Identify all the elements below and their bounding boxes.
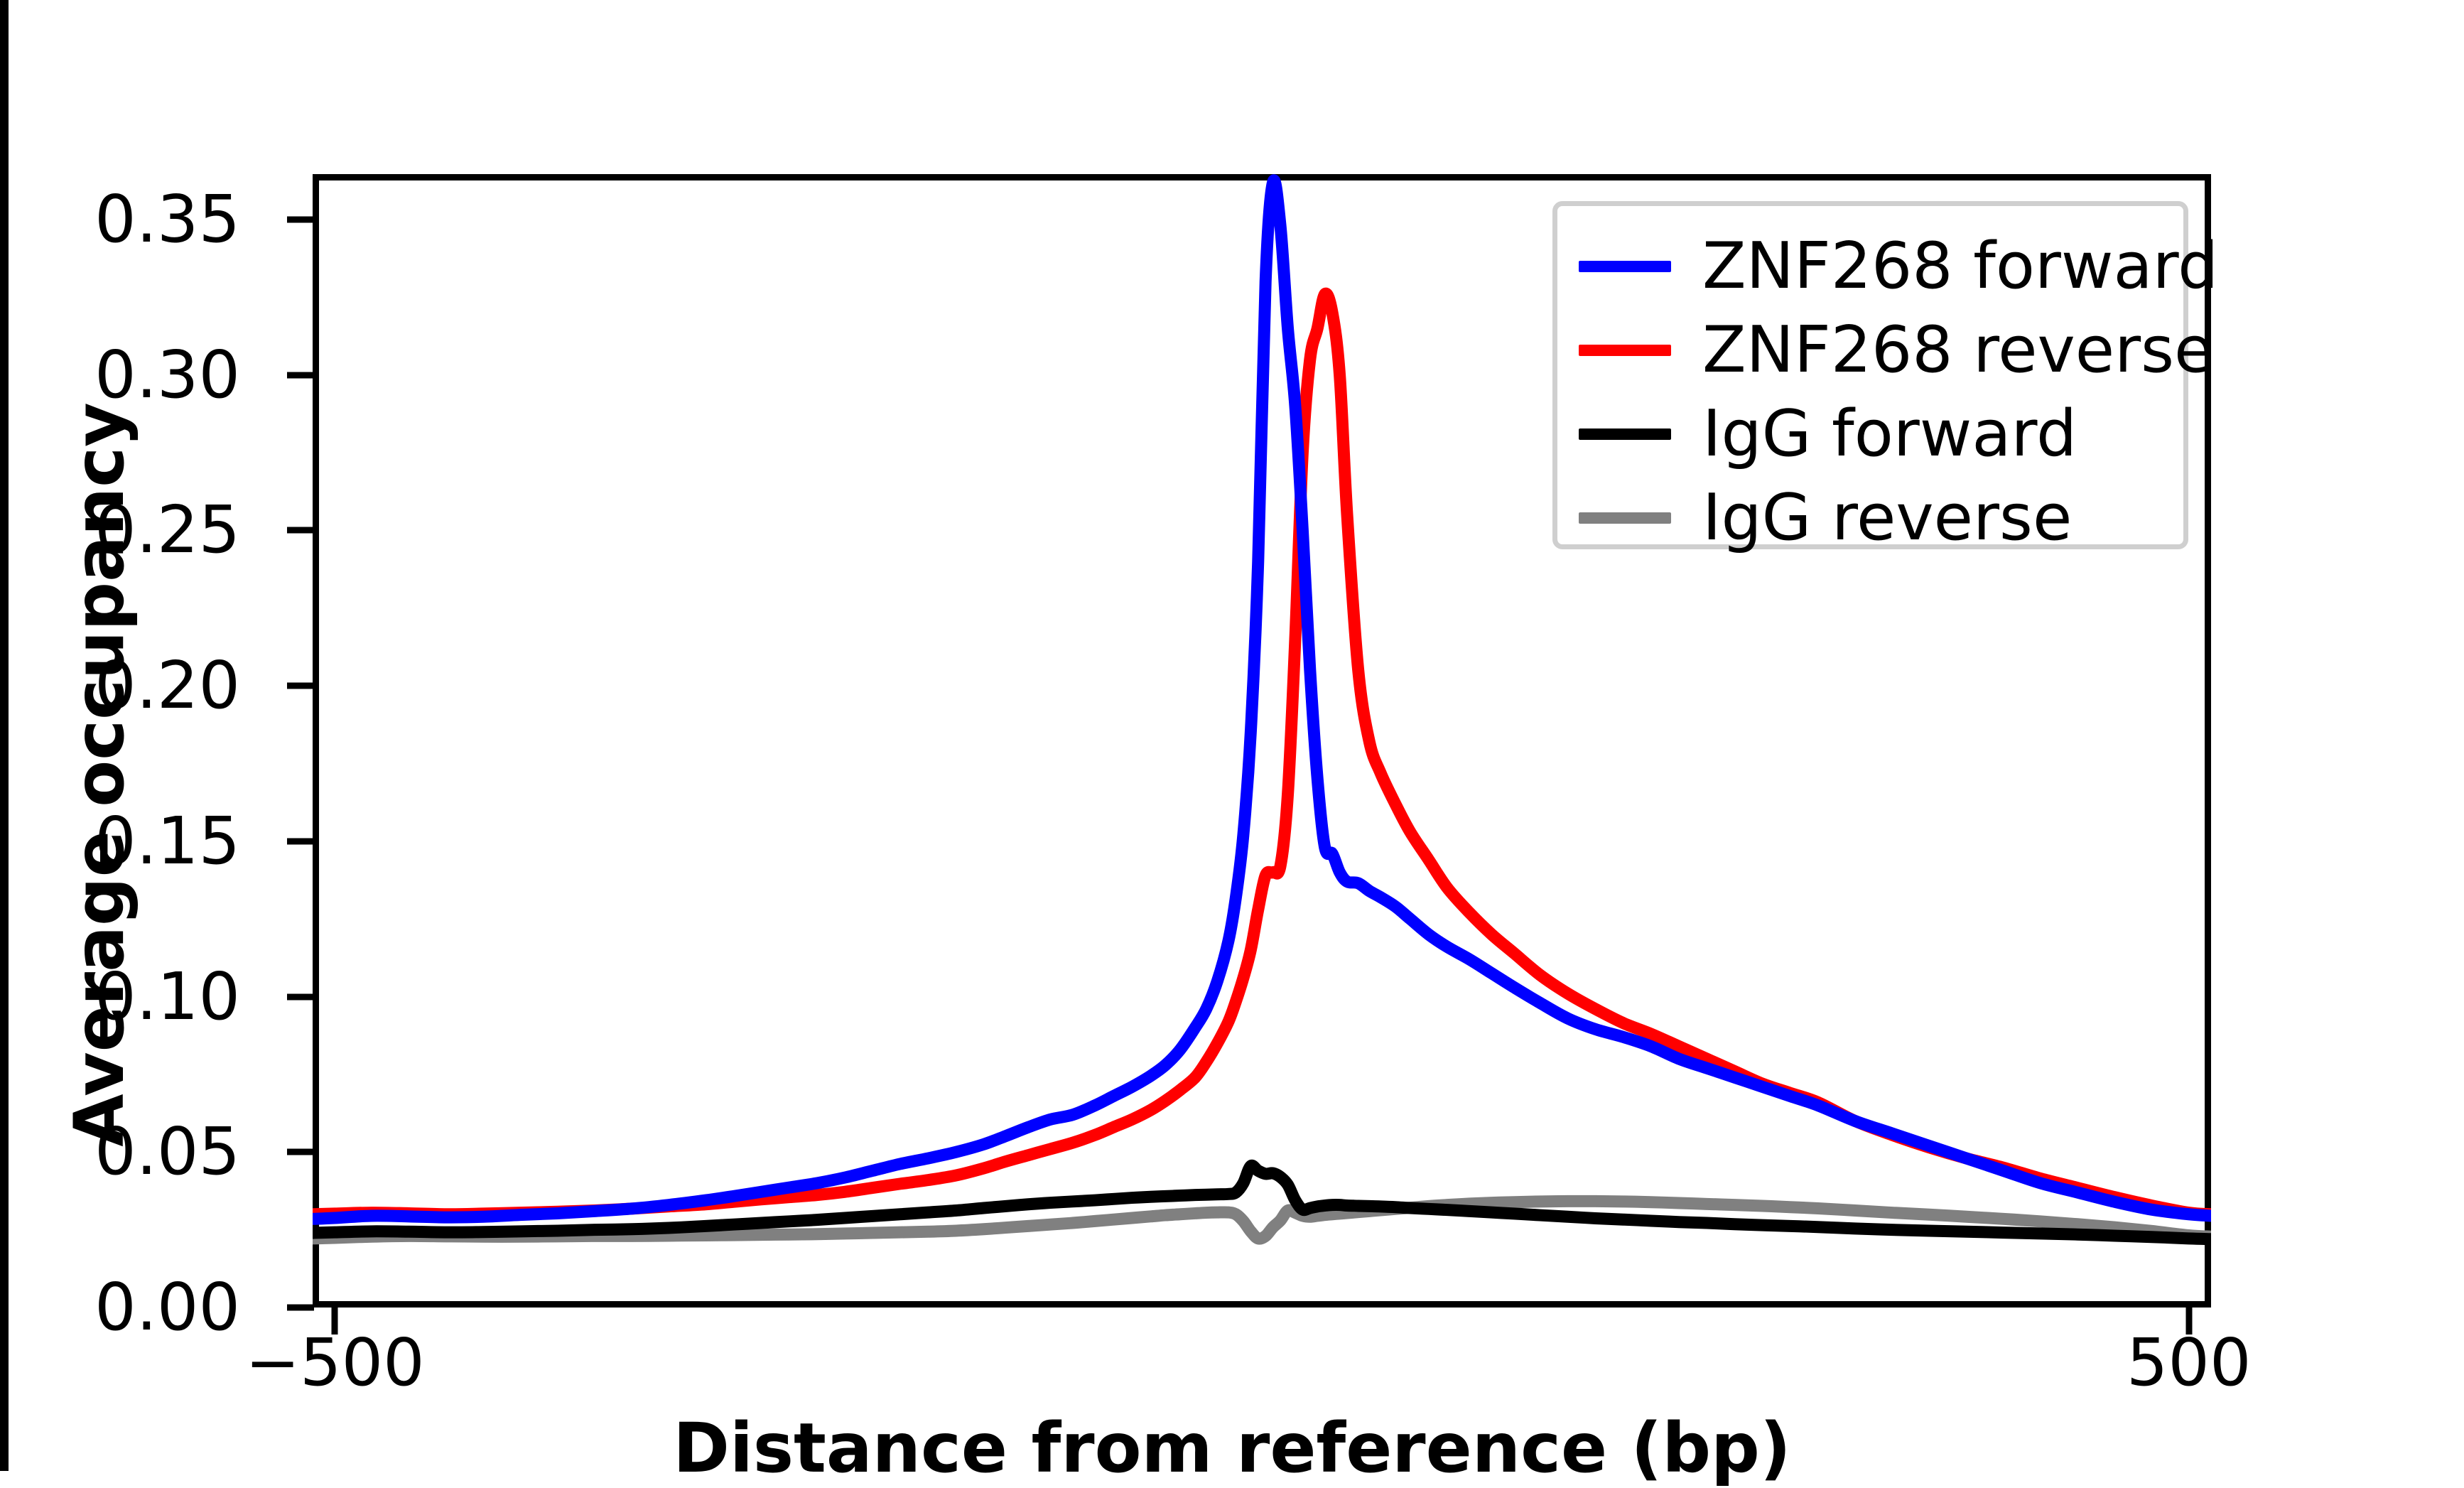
- y-tick-label: 0.00: [94, 1269, 240, 1345]
- legend-item-label: IgG forward: [1702, 397, 2077, 471]
- image-left-border: [0, 0, 9, 1471]
- series-line: [313, 1159, 2211, 1246]
- legend-item[interactable]: ZNF268 forward: [1579, 225, 2218, 308]
- y-tick-label: 0.30: [94, 336, 240, 413]
- legend-item[interactable]: IgG reverse: [1579, 476, 2162, 560]
- y-tick-mark: [287, 993, 314, 1001]
- x-tick-mark: [2185, 1308, 2193, 1335]
- y-tick-mark: [287, 527, 314, 534]
- legend-item-label: ZNF268 forward: [1702, 229, 2219, 303]
- legend-color-swatch: [1579, 428, 1671, 440]
- legend-item-label: IgG reverse: [1702, 480, 2073, 555]
- series-line: [313, 174, 2211, 1225]
- y-tick-mark: [287, 372, 314, 379]
- chart-legend: ZNF268 forward ZNF268 reverse IgG forward I…: [1552, 201, 2218, 550]
- legend-color-swatch: [1579, 345, 1671, 356]
- y-tick-label: 0.25: [94, 492, 240, 568]
- series-line: [313, 1195, 2211, 1245]
- x-axis-label: Distance from reference (bp): [673, 1408, 1791, 1488]
- y-tick-mark: [287, 1148, 314, 1155]
- y-tick-label: 0.35: [94, 180, 240, 257]
- legend-item[interactable]: IgG forward: [1579, 392, 2162, 476]
- y-tick-mark: [287, 216, 314, 223]
- legend-color-swatch: [1579, 261, 1671, 272]
- x-tick-label: 500: [2126, 1325, 2252, 1401]
- y-tick-mark: [287, 838, 314, 845]
- x-tick-label: −500: [244, 1325, 425, 1401]
- chart-curves: [313, 174, 2211, 1246]
- y-tick-label: 0.15: [94, 802, 240, 879]
- y-tick-mark: [287, 682, 314, 689]
- y-tick-label: 0.05: [94, 1114, 240, 1190]
- y-tick-label: 0.10: [94, 958, 240, 1035]
- y-tick-mark: [287, 1304, 314, 1311]
- legend-color-swatch: [1579, 512, 1671, 524]
- y-axis-label: Average occupancy: [60, 402, 139, 1147]
- x-tick-mark: [331, 1308, 338, 1335]
- y-tick-label: 0.20: [94, 647, 240, 724]
- series-line: [313, 287, 2211, 1221]
- legend-item-label: ZNF268 reverse: [1702, 313, 2214, 387]
- legend-item[interactable]: ZNF268 reverse: [1579, 308, 2213, 392]
